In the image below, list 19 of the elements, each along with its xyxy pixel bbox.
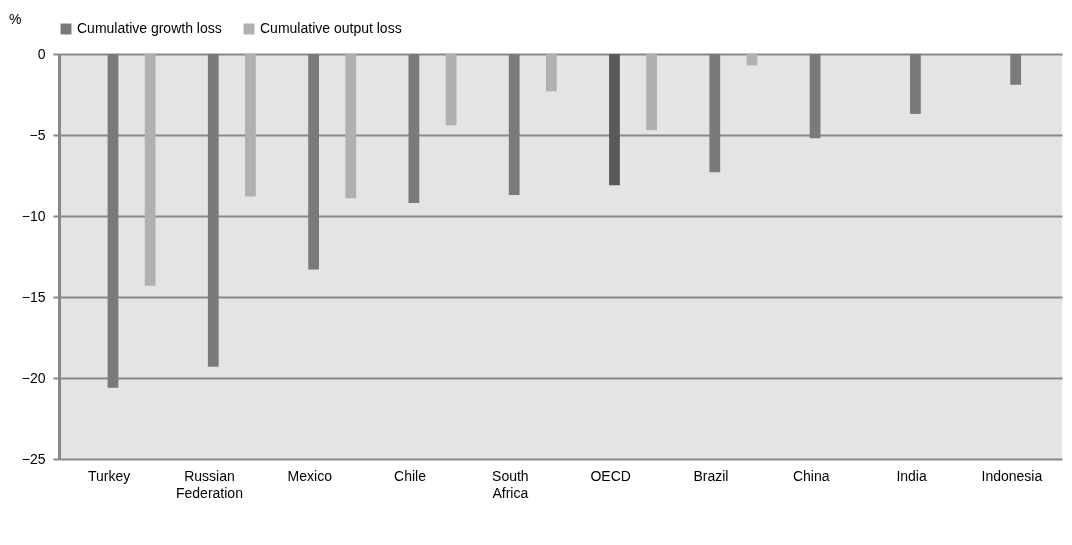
y-tick-label: −25 [21, 450, 46, 467]
y-tick-label: −20 [21, 369, 46, 386]
x-tick-label: Russian Federation [175, 467, 243, 501]
x-tick-label: South Africa [492, 467, 529, 501]
y-tick-label: 0 [37, 45, 46, 62]
x-tick-label: India [896, 467, 927, 484]
y-tick-label: −15 [21, 288, 46, 305]
y-tick-label: −5 [29, 126, 46, 143]
x-tick-label: Brazil [693, 467, 729, 484]
y-axis-title: % [9, 10, 22, 27]
x-tick-label: Chile [394, 467, 427, 484]
x-tick-label: Indonesia [981, 467, 1043, 484]
y-tick-label: −10 [21, 207, 46, 224]
legend-label: Cumulative growth loss [77, 20, 222, 36]
x-tick-label: Mexico [287, 467, 333, 484]
legend-label: Cumulative output loss [260, 20, 402, 36]
x-tick-label: OECD [590, 467, 631, 484]
x-tick-label: Turkey [88, 467, 131, 484]
x-tick-label: China [792, 467, 830, 484]
